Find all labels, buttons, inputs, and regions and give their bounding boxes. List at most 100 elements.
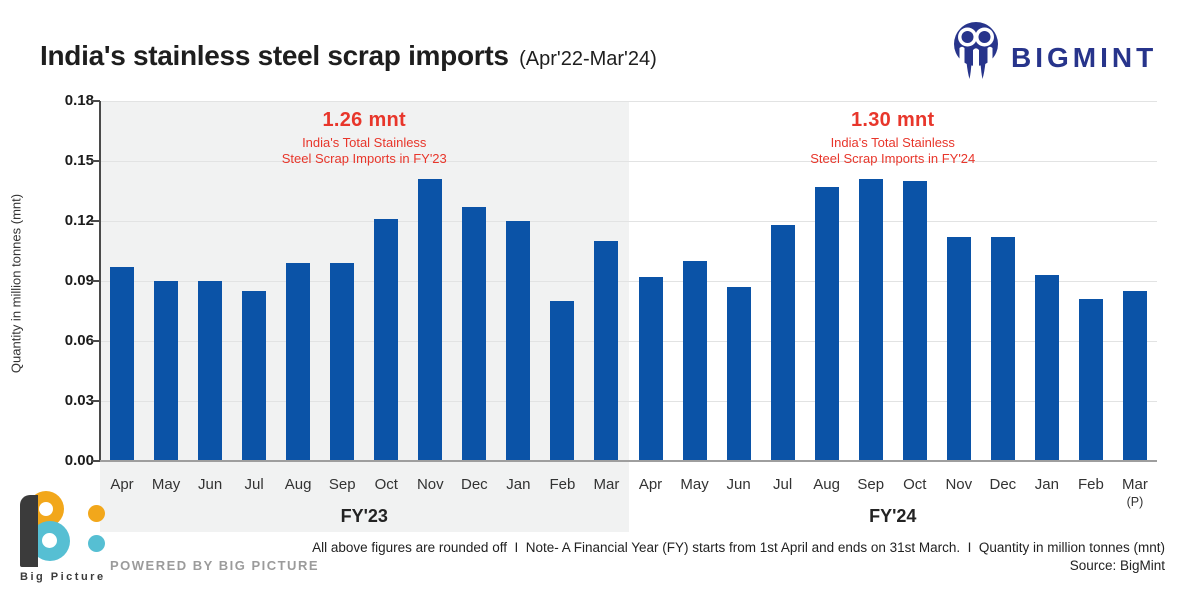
x-tick-label: Feb [549, 476, 576, 493]
x-tick-label: Dec [989, 476, 1017, 493]
x-tick-label: Nov [945, 476, 973, 493]
bar-fy24-jun [726, 287, 751, 461]
gridline [100, 340, 1157, 342]
annotation-headline: 1.30 mnt [850, 109, 935, 131]
x-tick-label: May [151, 476, 181, 493]
y-axis-tick-labels: 0.00 0.03 0.06 0.09 0.12 0.15 0.18 [40, 92, 94, 469]
provisional-note: (P) [1126, 495, 1144, 509]
gridline [100, 280, 1157, 282]
big-picture-wordmark: Big Picture [20, 571, 106, 583]
bar-fy23-apr [110, 267, 135, 461]
bigmint-logo: BIGMINT [953, 22, 1157, 87]
bar-fy23-may [154, 281, 179, 461]
x-tick-label: Feb [1077, 476, 1104, 493]
x-tick-label: Oct [903, 476, 927, 493]
bar-fy23-aug [286, 263, 311, 461]
bar-fy23-oct [374, 219, 399, 461]
footnote-text: All above figures are rounded off I Note… [312, 540, 1165, 555]
bar-fy23-feb [550, 301, 575, 461]
y-axis-tick-label: 0.15 [64, 152, 94, 169]
annotation-line2: Steel Scrap Imports in FY'24 [810, 151, 976, 166]
x-tick-label: Oct [374, 476, 398, 493]
y-axis-line [99, 101, 101, 462]
total-annotation: 1.26 mnt India's Total Stainless Steel Scr… [214, 109, 514, 167]
y-axis-tick [91, 400, 100, 402]
gridline [100, 220, 1157, 222]
x-tick-label: Jan [1034, 476, 1059, 493]
plot-area: Apr May Jun Jul Aug Sep Oct Nov Dec Jan Feb Mar FY'2… [91, 100, 1157, 532]
bar-fy23-sep [330, 263, 355, 461]
bar-fy24-may [682, 261, 707, 461]
bar-fy24-jan [1034, 275, 1059, 461]
footer-notes: All above figures are rounded off I Note… [312, 539, 1165, 575]
y-axis-tick-label: 0.12 [64, 212, 94, 229]
big-picture-logo: Big Picture [16, 487, 121, 587]
y-axis-tick-label: 0.09 [64, 272, 94, 289]
y-axis-tick [91, 280, 100, 282]
y-axis-tick [91, 160, 100, 162]
y-axis-tick [91, 340, 100, 342]
bar-fy23-nov [418, 179, 443, 461]
bar-fy24-aug [814, 187, 839, 461]
x-tick-label: May [680, 476, 709, 493]
annotation-line1: India's Total Stainless [830, 135, 955, 150]
y-axis-tick [91, 220, 100, 222]
gridline [100, 400, 1157, 402]
x-tick-label: Apr [110, 476, 134, 493]
bar-fy24-dec [990, 237, 1015, 461]
bar-fy24-sep [858, 179, 883, 461]
y-axis-tick-label: 0.18 [64, 92, 94, 109]
fy-group-label: FY'24 [869, 506, 917, 526]
big-picture-orange-dot [88, 505, 105, 522]
bigmint-wordmark: BIGMINT [1011, 41, 1158, 73]
x-tick-label: Jun [726, 476, 751, 493]
x-tick-label: Jan [506, 476, 531, 493]
chart-title-period: (Apr'22-Mar'24) [519, 48, 657, 70]
bar-fy24-feb [1078, 299, 1103, 461]
big-picture-b-spine [20, 495, 38, 567]
bar-fy24-nov [946, 237, 971, 461]
x-tick-label: Nov [416, 476, 444, 493]
bar-fy24-jul [770, 225, 795, 461]
bigmint-icon [953, 22, 999, 87]
bar-fy24-oct [902, 181, 927, 461]
bar-fy23-dec [462, 207, 487, 461]
powered-by-text: POWERED BY BIG PICTURE [110, 558, 320, 573]
x-tick-label: Jun [197, 476, 223, 493]
total-annotation: 1.30 mnt India's Total Stainless Steel Scr… [743, 109, 1043, 167]
gridline [100, 160, 1157, 162]
y-axis-tick-label: 0.06 [64, 332, 94, 349]
x-tick-label: Jul [244, 476, 264, 493]
source-text: Source: BigMint [1069, 558, 1165, 573]
annotation-line2: Steel Scrap Imports in FY'23 [281, 151, 447, 166]
bar-fy23-mar [594, 241, 619, 461]
bar-fy23-jul [242, 291, 267, 461]
x-axis-line [100, 460, 1157, 462]
bar-fy24-apr [638, 277, 663, 461]
fy-group-label: FY'23 [340, 506, 388, 526]
x-tick-label: Sep [328, 476, 356, 493]
y-axis-tick-label: 0.00 [64, 452, 94, 469]
x-tick-label: Jul [773, 476, 793, 493]
x-tick-label: Apr [638, 476, 663, 493]
x-tick-label: Aug [813, 476, 840, 493]
y-axis-tick [91, 460, 100, 462]
annotation-line1: India's Total Stainless [302, 135, 427, 150]
y-axis-tick [91, 100, 100, 102]
page-title: India's stainless steel scrap imports (A… [40, 40, 657, 72]
y-axis-title: Quantity in million tonnes (mnt) [8, 193, 24, 374]
x-tick-label: Sep [857, 476, 885, 493]
bar-fy23-jan [506, 221, 531, 461]
x-tick-label: Mar [1122, 476, 1148, 493]
x-tick-label: Mar [593, 476, 620, 493]
annotation-headline: 1.26 mnt [322, 109, 407, 131]
bar-fy23-jun [198, 281, 223, 461]
big-picture-teal-dot [88, 535, 105, 552]
y-axis-tick-label: 0.03 [64, 392, 94, 409]
x-tick-label: Aug [284, 476, 312, 493]
x-tick-label: Dec [460, 476, 488, 493]
gridline [100, 100, 1157, 102]
bar-fy24-mar [1122, 291, 1147, 461]
chart-title: India's stainless steel scrap imports [40, 40, 509, 71]
